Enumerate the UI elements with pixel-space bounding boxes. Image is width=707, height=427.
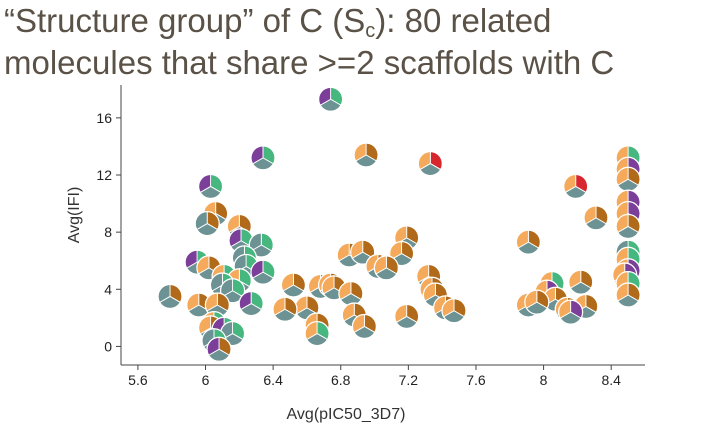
title-line-2: molecules that share >=2 scaffolds with …: [4, 44, 615, 81]
point-outline: [250, 259, 276, 285]
point-outline: [197, 173, 224, 200]
point-outline: [388, 240, 415, 267]
x-ticks: 5.6 6 6.4 6.8 7.2 7.6 8 8.4: [128, 365, 621, 388]
point-outline: [351, 313, 378, 340]
data-point: [563, 173, 589, 200]
data-point: [558, 299, 584, 325]
data-point: [353, 142, 379, 168]
data-points: [157, 86, 641, 362]
data-point: [250, 259, 276, 285]
data-point: [338, 280, 364, 307]
point-outline: [373, 255, 399, 281]
y-tick-label: 16: [96, 110, 112, 126]
point-outline: [350, 239, 376, 265]
title-line-1-suffix: ): 80 related: [375, 2, 552, 39]
x-axis-label: Avg(pIC50_3D7): [287, 406, 406, 423]
data-point: [373, 255, 399, 281]
x-tick-label: 6: [202, 372, 210, 388]
data-point: [304, 320, 330, 347]
point-outline: [563, 173, 589, 200]
x-tick-label: 6.4: [263, 372, 283, 388]
data-point: [248, 232, 274, 258]
data-point: [238, 290, 264, 317]
data-point: [524, 289, 550, 315]
point-outline: [304, 320, 330, 347]
point-outline: [318, 86, 344, 112]
point-outline: [615, 213, 641, 240]
title-subscript: c: [365, 20, 376, 42]
data-point: [615, 166, 641, 192]
point-outline: [441, 298, 467, 324]
x-tick-label: 7.2: [399, 372, 419, 388]
data-point: [250, 145, 276, 171]
data-point: [272, 296, 298, 322]
data-point: [441, 298, 467, 324]
point-outline: [583, 205, 609, 231]
point-outline: [280, 272, 307, 298]
point-outline: [394, 303, 420, 330]
data-point: [568, 269, 594, 295]
data-point: [194, 210, 220, 237]
point-outline: [353, 142, 379, 168]
data-point: [583, 205, 609, 231]
point-outline: [524, 289, 550, 315]
data-point: [351, 313, 378, 340]
x-tick-label: 7.6: [466, 372, 486, 388]
point-outline: [206, 336, 232, 362]
axes: [120, 85, 645, 366]
y-tick-label: 4: [104, 281, 112, 297]
data-point: [157, 283, 183, 310]
data-point: [206, 336, 232, 362]
data-point: [219, 278, 246, 304]
x-tick-label: 6.8: [331, 372, 351, 388]
y-tick-label: 8: [104, 224, 112, 240]
y-tick-label: 0: [104, 338, 112, 354]
data-point: [615, 282, 641, 308]
point-outline: [238, 290, 264, 317]
point-outline: [250, 145, 276, 171]
x-tick-label: 8: [540, 372, 548, 388]
title-line-1-text: “Structure group” of C (S: [4, 2, 366, 39]
x-tick-label: 5.6: [128, 372, 148, 388]
y-tick-label: 12: [96, 167, 112, 183]
data-point: [280, 272, 307, 298]
x-tick-label: 8.4: [601, 372, 621, 388]
point-outline: [157, 283, 183, 310]
data-point: [394, 303, 420, 330]
point-outline: [515, 229, 541, 255]
y-ticks: 0 4 8 12 16: [96, 110, 121, 354]
title-line-1: “Structure group” of C (Sc): 80 related: [4, 0, 704, 42]
point-outline: [219, 278, 246, 304]
point-outline: [568, 269, 594, 295]
point-outline: [248, 232, 274, 258]
data-point: [515, 229, 541, 255]
point-outline: [272, 296, 298, 322]
point-outline: [615, 282, 641, 308]
data-point: [417, 150, 443, 177]
data-point: [197, 173, 224, 200]
slide-title: “Structure group” of C (Sc): 80 related …: [4, 0, 704, 84]
y-axis-label: Avg(IFI): [66, 187, 83, 244]
point-outline: [194, 210, 220, 237]
point-outline: [558, 299, 584, 325]
data-point: [318, 86, 344, 112]
point-outline: [417, 150, 443, 177]
data-point: [615, 213, 641, 240]
